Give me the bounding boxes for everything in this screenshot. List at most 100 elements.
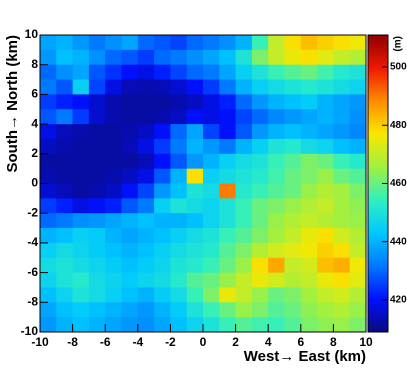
heatmap-cell [333, 168, 351, 184]
y-tick-label: -8 [27, 294, 38, 308]
heatmap-cell [219, 242, 237, 259]
heatmap-cell [300, 35, 318, 51]
heatmap-cell [88, 79, 106, 95]
heatmap-cell [137, 317, 155, 333]
heatmap-cell [300, 124, 318, 140]
heatmap-cell [300, 302, 318, 318]
heatmap-cell [56, 153, 74, 170]
heatmap-cell [105, 35, 122, 51]
heatmap-cell [235, 79, 253, 95]
heatmap-cell [72, 257, 90, 274]
heatmap-cell [219, 198, 237, 214]
heatmap-cell [170, 287, 188, 303]
heatmap-cell [72, 242, 90, 259]
heatmap-cell [219, 94, 237, 110]
heatmap-cell [170, 183, 188, 199]
heatmap-cell [137, 35, 155, 51]
heatmap-cell [349, 35, 367, 51]
heatmap-cell [170, 79, 188, 95]
heatmap-cell [300, 49, 318, 66]
x-tick-label: 6 [297, 335, 304, 349]
heatmap-cell [203, 64, 220, 81]
heatmap-cell [56, 317, 74, 333]
heatmap-cell [88, 242, 106, 259]
heatmap-cell [154, 287, 171, 303]
heatmap-cell [137, 272, 155, 288]
heatmap-cell [203, 213, 220, 229]
heatmap-cell [186, 124, 204, 140]
heatmap-cell [317, 228, 334, 244]
heatmap-cell [105, 109, 122, 125]
heatmap-cell [121, 49, 139, 66]
heatmap-cell [56, 64, 74, 81]
heatmap-cell [251, 79, 269, 95]
heatmap-cell [349, 64, 367, 81]
heatmap-cell [88, 153, 106, 170]
heatmap-cell [203, 257, 220, 274]
heatmap-cell [154, 317, 171, 333]
heatmap-cell [235, 64, 253, 81]
heatmap-cell [56, 79, 74, 95]
x-tick-label: -10 [31, 335, 49, 349]
y-axis-label: South→ North (km) [4, 35, 21, 172]
heatmap-cell [284, 213, 302, 229]
heatmap-cell [154, 198, 171, 214]
heatmap-cell [137, 242, 155, 259]
heatmap-cell [170, 49, 188, 66]
y-tick-label: 0 [31, 176, 38, 190]
heatmap-cell [235, 138, 253, 155]
heatmap-cell [56, 213, 74, 229]
heatmap-cell [56, 287, 74, 303]
heatmap-cell [349, 109, 367, 125]
heatmap-cell [105, 302, 122, 318]
heatmap-cell [268, 198, 285, 214]
heatmap-cell [219, 79, 237, 95]
heatmap-cell [121, 198, 139, 214]
heatmap-cell [72, 153, 90, 170]
heatmap-cell [154, 94, 171, 110]
heatmap-cell [251, 35, 269, 51]
heatmap-cell [40, 109, 57, 125]
heatmap-cell [40, 153, 57, 170]
heatmap-cell [284, 198, 302, 214]
heatmap-cell [333, 213, 351, 229]
heatmap-cell [219, 272, 237, 288]
heatmap-cell [170, 272, 188, 288]
heatmap-cell [349, 79, 367, 95]
heatmap-cell [203, 272, 220, 288]
heatmap-cell [219, 257, 237, 274]
heatmap-cell [154, 228, 171, 244]
heatmap-cell [72, 287, 90, 303]
heatmap-cell [137, 228, 155, 244]
x-tick-label: -2 [165, 335, 176, 349]
heatmap-cell [105, 94, 122, 110]
heatmap-cell [349, 124, 367, 140]
heatmap-cell [300, 198, 318, 214]
heatmap-cell [137, 79, 155, 95]
y-tick-label: -6 [27, 265, 38, 279]
heatmap-cell [137, 213, 155, 229]
x-tick-label: 10 [359, 335, 373, 349]
heatmap-cell [284, 257, 302, 274]
heatmap-cell [219, 287, 237, 303]
heatmap-cell [170, 317, 188, 333]
heatmap-cell [349, 94, 367, 110]
heatmap-cell [203, 228, 220, 244]
heatmap-cell [235, 183, 253, 199]
colorbar-tick-label: 420 [390, 295, 407, 306]
heatmap-cell [186, 257, 204, 274]
heatmap-cell [235, 94, 253, 110]
heatmap-cell [251, 302, 269, 318]
x-tick-label: 4 [265, 335, 272, 349]
heatmap-cell [88, 257, 106, 274]
heatmap-cell [40, 228, 57, 244]
heatmap-cell [349, 242, 367, 259]
heatmap-cell [105, 168, 122, 184]
heatmap-cell [137, 302, 155, 318]
heatmap-cell [349, 168, 367, 184]
y-tick-label: -4 [27, 235, 38, 249]
heatmap-cell [72, 109, 90, 125]
heatmap-cell [333, 64, 351, 81]
heatmap-cell [40, 94, 57, 110]
heatmap-cell [186, 302, 204, 318]
